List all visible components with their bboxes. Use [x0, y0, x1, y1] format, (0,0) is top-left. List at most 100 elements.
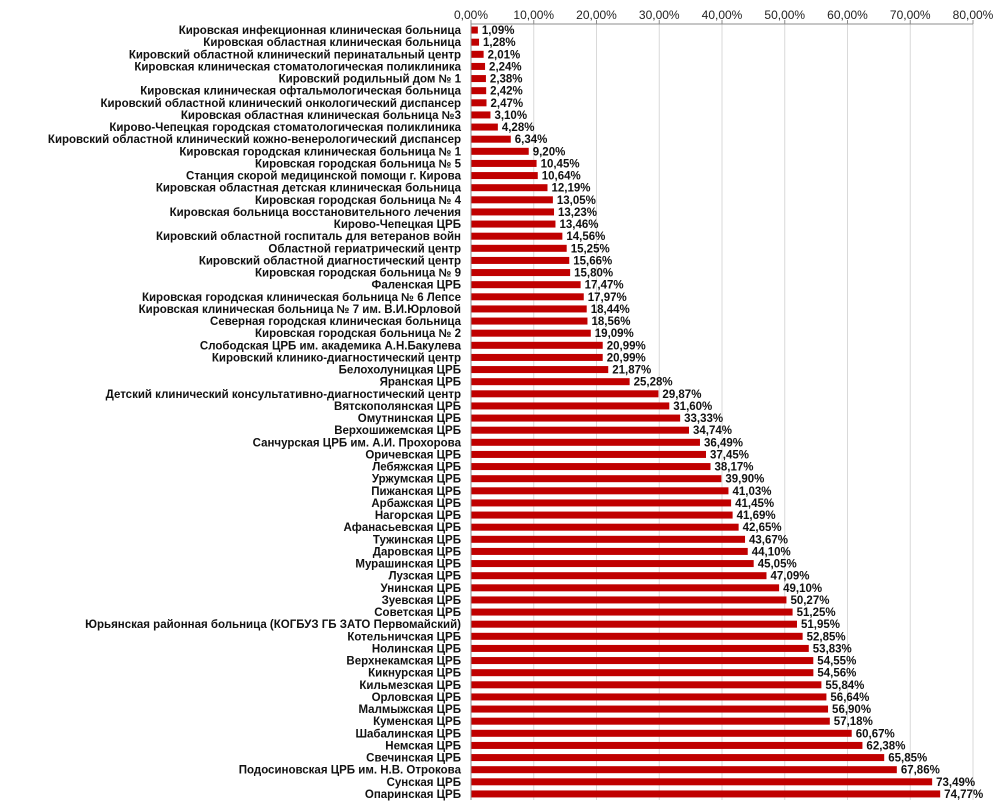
bar [471, 778, 933, 786]
category-label: Котельничская ЦРБ [347, 631, 461, 643]
bar [471, 184, 548, 192]
data-label: 50,27% [790, 595, 829, 607]
category-label: Белохолуницкая ЦРБ [339, 365, 461, 377]
bar [471, 693, 827, 701]
bar [471, 644, 809, 652]
bar [471, 547, 748, 555]
data-label: 41,69% [737, 510, 776, 522]
bar [471, 366, 609, 374]
category-label: Афанасьевская ЦРБ [343, 522, 461, 534]
category-label: Лебяжская ЦРБ [372, 462, 461, 474]
data-label: 3,10% [494, 110, 527, 122]
x-tick-label: 20,00% [576, 8, 617, 22]
data-label: 15,25% [571, 243, 610, 255]
category-label: Уржумская ЦРБ [372, 474, 461, 486]
category-label: Свечинская ЦРБ [366, 753, 461, 765]
data-label: 1,28% [483, 37, 516, 49]
bar [471, 87, 487, 95]
category-label: Кировская городская клиническая больница… [179, 146, 461, 158]
data-label: 2,24% [489, 61, 522, 73]
data-label: 20,99% [607, 340, 646, 352]
bar [471, 50, 484, 58]
category-label: Яранская ЦРБ [380, 377, 461, 389]
category-label: Кировская областная детская клиническая … [156, 183, 462, 195]
category-label: Кировская городская клиническая больница… [142, 292, 461, 304]
data-label: 31,60% [673, 401, 712, 413]
category-label: Пижанская ЦРБ [371, 486, 461, 498]
x-tick-label: 60,00% [827, 8, 868, 22]
category-label: Сунская ЦРБ [387, 777, 461, 789]
category-label: Кикнурская ЦРБ [368, 668, 461, 680]
bar [471, 353, 603, 361]
category-label: Мурашинская ЦРБ [355, 559, 461, 571]
bar [471, 475, 722, 483]
category-label: Нолинская ЦРБ [372, 643, 461, 655]
x-axis-ticks: 0,00% 10,00% 20,00% 30,00% 40,00% 50,00% 60,00… [454, 8, 994, 25]
category-label: Омутнинская ЦРБ [358, 413, 461, 425]
data-label: 37,45% [710, 449, 749, 461]
bar [471, 317, 588, 325]
data-label: 29,87% [662, 389, 701, 401]
data-label: 54,56% [817, 668, 856, 680]
data-label: 51,95% [801, 619, 840, 631]
category-label: Слободская ЦРБ им. академика А.Н.Бакулев… [200, 340, 462, 352]
data-label: 49,10% [783, 583, 822, 595]
bar [471, 657, 814, 665]
data-label: 60,67% [856, 728, 895, 740]
bar [471, 305, 587, 313]
data-label: 62,38% [866, 740, 905, 752]
category-label: Кировский клинико-диагностический центр [212, 352, 461, 364]
bar [471, 632, 803, 640]
data-label: 15,80% [574, 268, 613, 280]
x-tick-label: 0,00% [454, 8, 488, 22]
category-label: Кировская городская больница № 9 [255, 268, 461, 280]
bar [471, 159, 537, 167]
category-label: Арбажская ЦРБ [371, 498, 461, 510]
category-label: Кирово-Чепецкая городская стоматологичес… [109, 122, 461, 134]
bar [471, 754, 885, 762]
data-label: 1,09% [482, 25, 515, 37]
data-label: 13,23% [558, 207, 597, 219]
bar [471, 620, 797, 628]
bar [471, 172, 538, 180]
category-label: Верхнекамская ЦРБ [346, 656, 461, 668]
bar [471, 293, 584, 301]
bar [471, 499, 732, 507]
data-label: 73,49% [936, 777, 975, 789]
bar [471, 281, 581, 289]
category-label: Кировская областная клиническая больница… [181, 110, 461, 122]
data-label: 41,03% [732, 486, 771, 498]
data-label: 9,20% [533, 146, 566, 158]
bar [471, 256, 570, 264]
data-label: 34,74% [693, 425, 732, 437]
category-label: Кировская городская больница № 4 [255, 195, 462, 207]
bar [471, 669, 814, 677]
data-label: 10,45% [541, 158, 580, 170]
bar [471, 438, 700, 446]
category-label: Зуевская ЦРБ [382, 595, 461, 607]
category-label: Подосиновская ЦРБ им. Н.В. Отрокова [239, 765, 462, 777]
category-label: Куменская ЦРБ [373, 716, 461, 728]
data-label: 52,85% [807, 631, 846, 643]
bar [471, 123, 498, 131]
category-label: Унинская ЦРБ [381, 583, 461, 595]
x-tick-label: 50,00% [764, 8, 805, 22]
data-label: 25,28% [634, 377, 673, 389]
bar [471, 523, 739, 531]
data-label: 51,25% [797, 607, 836, 619]
data-label: 19,09% [595, 328, 634, 340]
bar [471, 220, 556, 228]
data-label: 20,99% [607, 352, 646, 364]
data-label: 39,90% [725, 474, 764, 486]
x-tick-label: 80,00% [953, 8, 994, 22]
category-label: Кировская клиническая офтальмологическая… [140, 86, 461, 98]
bar [471, 111, 491, 119]
bar [471, 414, 681, 422]
category-label: Тужинская ЦРБ [373, 534, 461, 546]
data-label: 67,86% [901, 765, 940, 777]
bar [471, 766, 897, 774]
bar [471, 584, 780, 592]
bar [471, 341, 603, 349]
category-label: Фаленская ЦРБ [372, 280, 462, 292]
